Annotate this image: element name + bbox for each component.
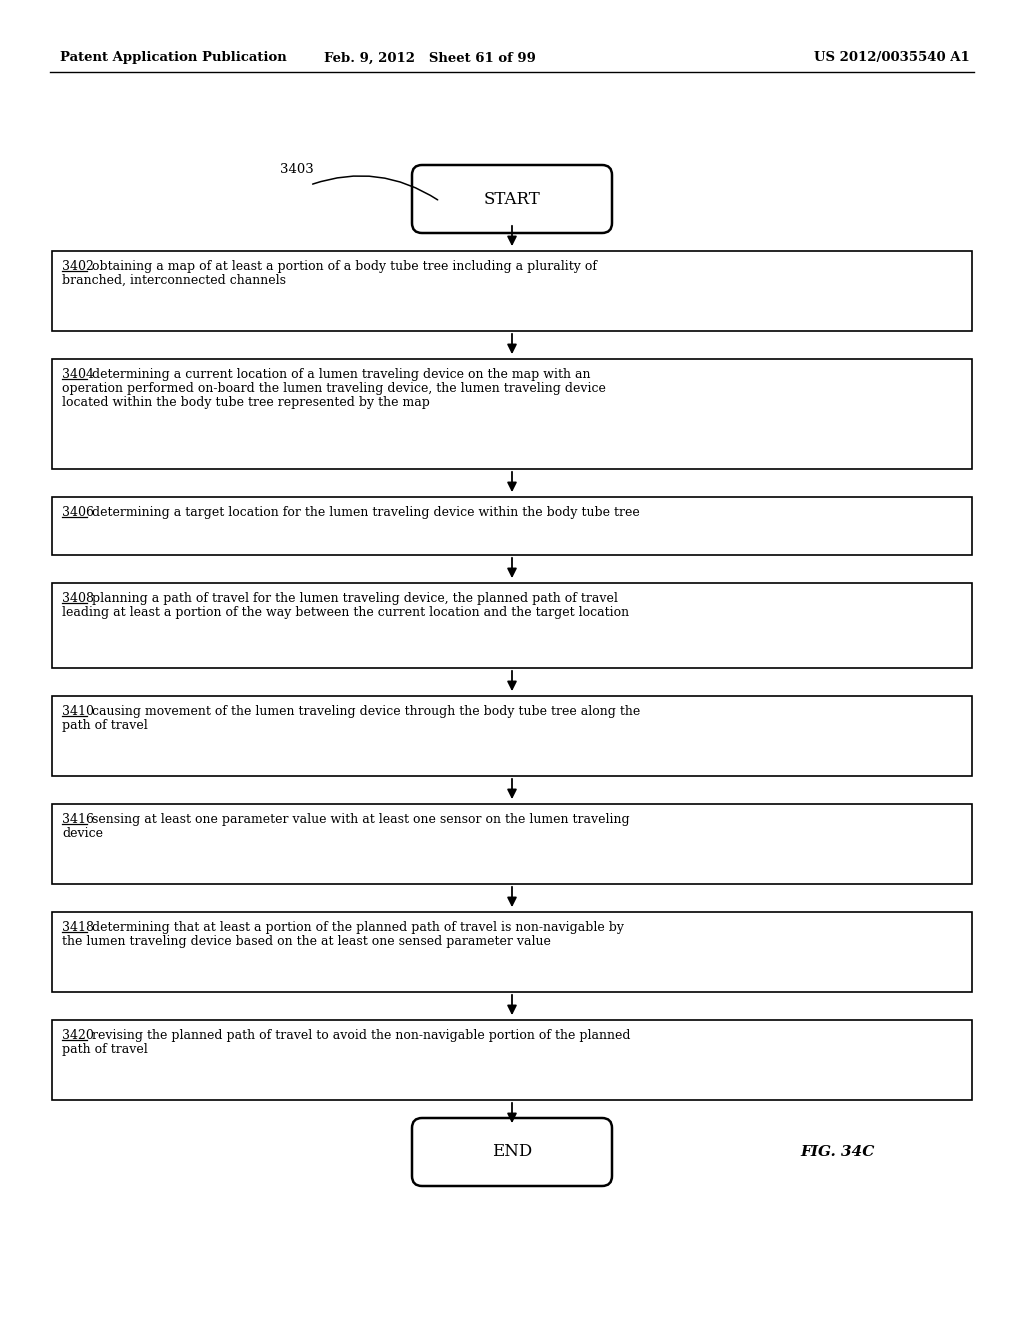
Text: sensing at least one parameter value with at least one sensor on the lumen trave: sensing at least one parameter value wit… <box>92 813 630 826</box>
Bar <box>52 359 972 469</box>
Text: path of travel: path of travel <box>62 1043 147 1056</box>
Text: located within the body tube tree represented by the map: located within the body tube tree repres… <box>62 396 430 409</box>
Text: Patent Application Publication: Patent Application Publication <box>60 51 287 65</box>
Text: leading at least a portion of the way between the current location and the targe: leading at least a portion of the way be… <box>62 606 629 619</box>
Text: planning a path of travel for the lumen traveling device, the planned path of tr: planning a path of travel for the lumen … <box>92 591 618 605</box>
Bar <box>52 912 972 993</box>
FancyBboxPatch shape <box>412 165 612 234</box>
Text: 3403: 3403 <box>280 162 313 176</box>
FancyBboxPatch shape <box>412 1118 612 1185</box>
Bar <box>52 583 972 668</box>
Text: 3418: 3418 <box>62 921 94 935</box>
Bar <box>52 1020 972 1100</box>
Text: 3420: 3420 <box>62 1030 94 1041</box>
Text: determining a current location of a lumen traveling device on the map with an: determining a current location of a lume… <box>92 368 591 381</box>
Text: 3408: 3408 <box>62 591 94 605</box>
Text: causing movement of the lumen traveling device through the body tube tree along : causing movement of the lumen traveling … <box>92 705 640 718</box>
Bar <box>52 498 972 554</box>
Text: END: END <box>492 1143 532 1160</box>
Text: obtaining a map of at least a portion of a body tube tree including a plurality : obtaining a map of at least a portion of… <box>92 260 597 273</box>
Text: 3404: 3404 <box>62 368 94 381</box>
Text: determining that at least a portion of the planned path of travel is non-navigab: determining that at least a portion of t… <box>92 921 625 935</box>
Text: START: START <box>483 190 541 207</box>
Bar <box>52 696 972 776</box>
Text: 3406: 3406 <box>62 506 94 519</box>
Text: determining a target location for the lumen traveling device within the body tub: determining a target location for the lu… <box>92 506 640 519</box>
Text: path of travel: path of travel <box>62 719 147 733</box>
Text: revising the planned path of travel to avoid the non-navigable portion of the pl: revising the planned path of travel to a… <box>92 1030 631 1041</box>
Text: US 2012/0035540 A1: US 2012/0035540 A1 <box>814 51 970 65</box>
Text: the lumen traveling device based on the at least one sensed parameter value: the lumen traveling device based on the … <box>62 935 551 948</box>
Text: 3402: 3402 <box>62 260 94 273</box>
Bar <box>52 804 972 884</box>
Text: 3416: 3416 <box>62 813 94 826</box>
Text: FIG. 34C: FIG. 34C <box>800 1144 874 1159</box>
Text: operation performed on-board the lumen traveling device, the lumen traveling dev: operation performed on-board the lumen t… <box>62 381 606 395</box>
Bar <box>52 251 972 331</box>
Text: 3410: 3410 <box>62 705 94 718</box>
Text: Feb. 9, 2012   Sheet 61 of 99: Feb. 9, 2012 Sheet 61 of 99 <box>324 51 536 65</box>
Text: device: device <box>62 826 103 840</box>
Text: branched, interconnected channels: branched, interconnected channels <box>62 275 286 286</box>
